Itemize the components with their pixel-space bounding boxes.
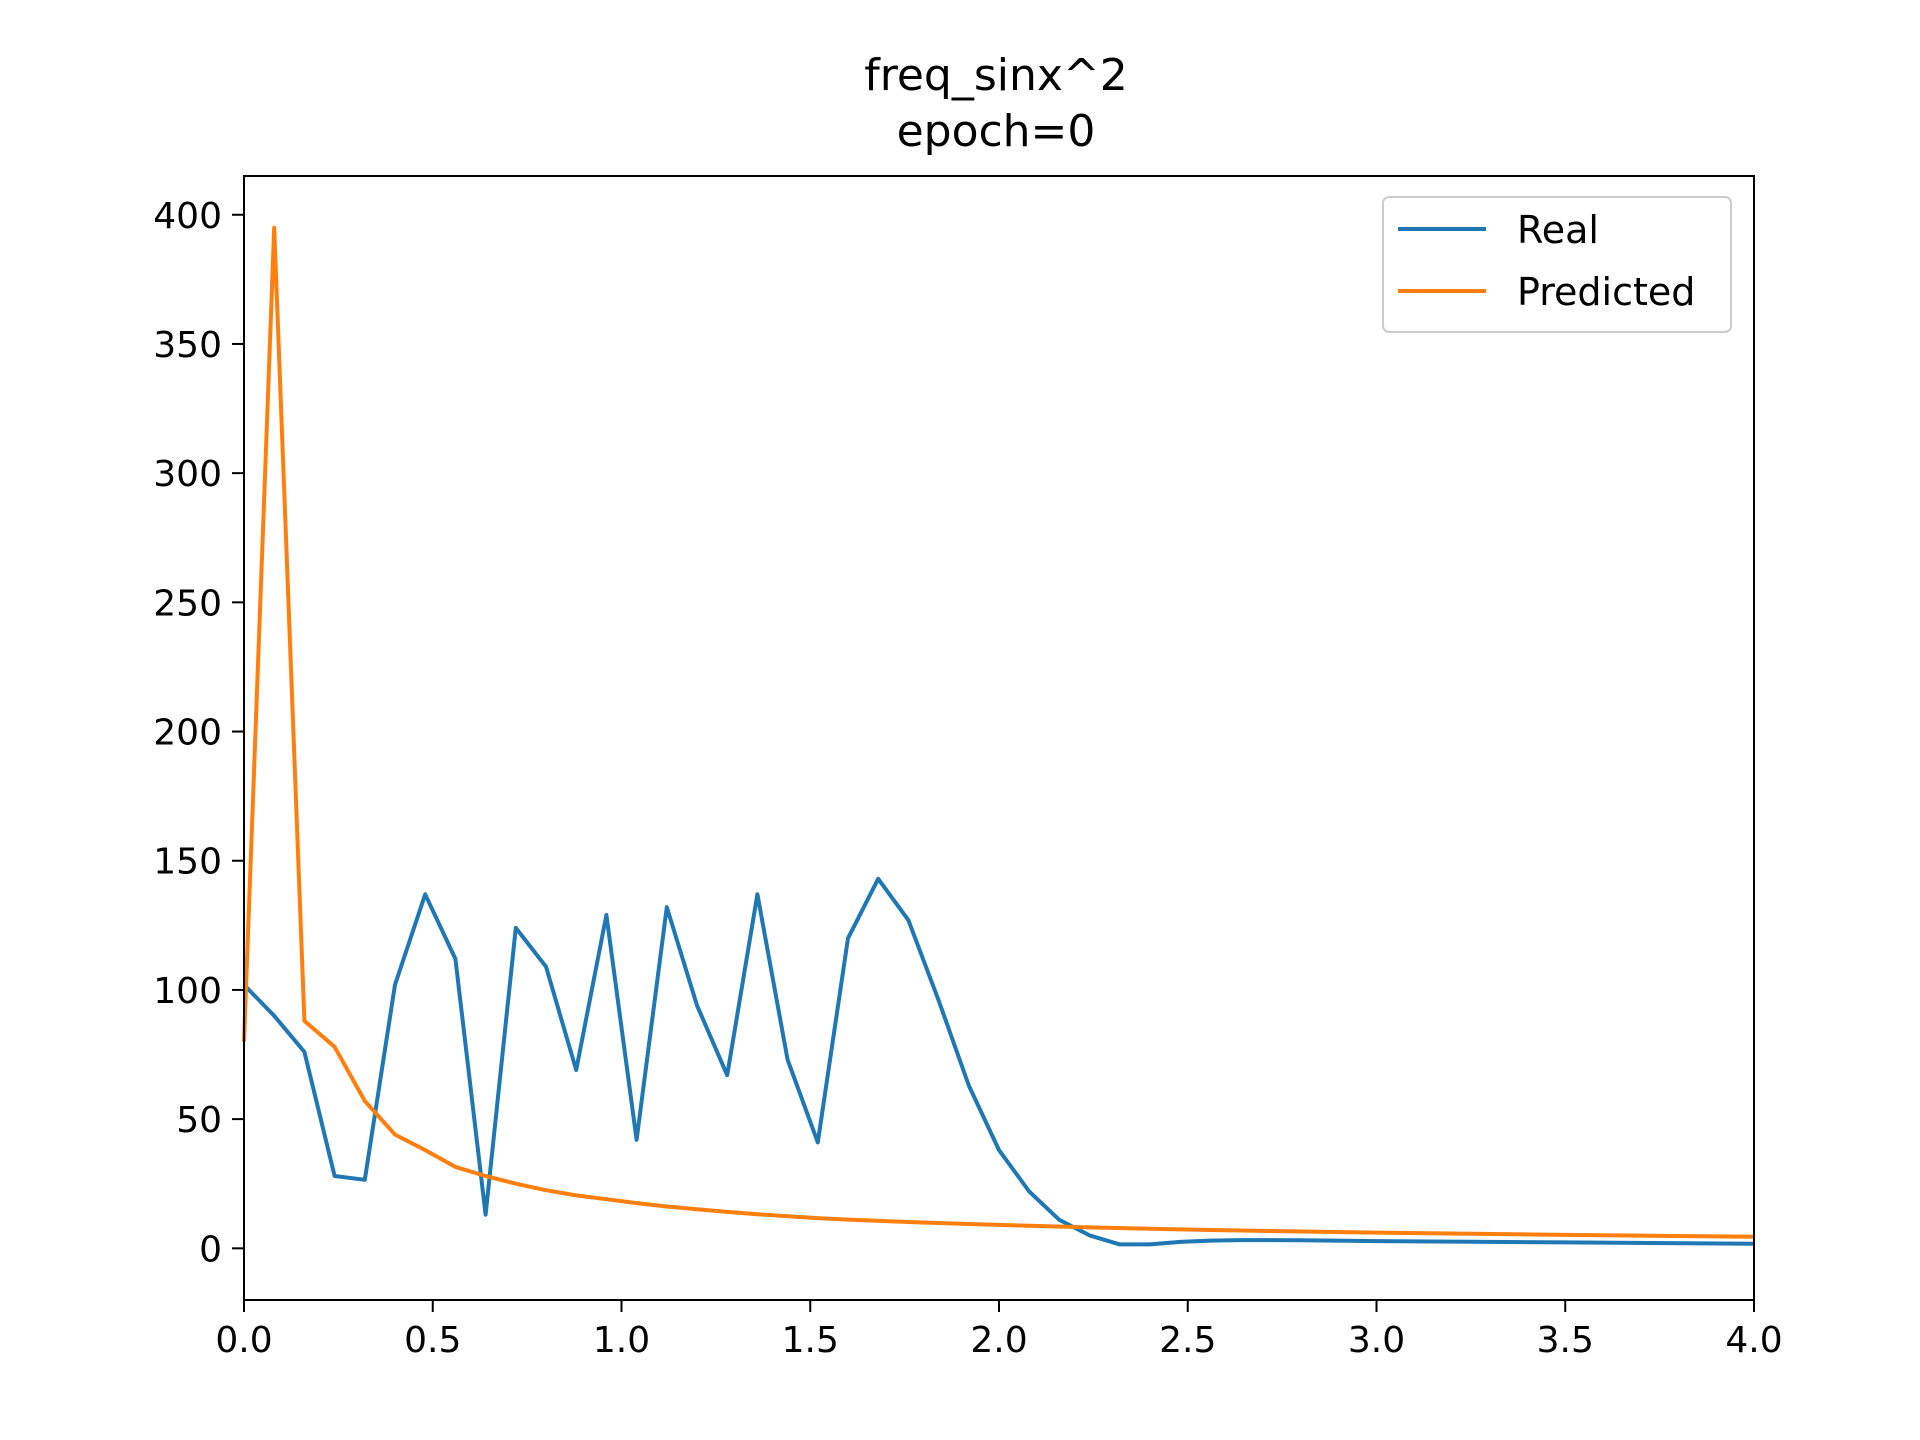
y-tick-label: 0 [199,1229,222,1270]
x-tick-label: 1.0 [593,1320,650,1361]
legend-label-real: Real [1517,208,1599,252]
y-tick-label: 400 [153,196,222,237]
series-line-predicted [242,225,1755,1239]
chart-subtitle: epoch=0 [897,106,1096,157]
y-tick-label: 350 [153,325,222,366]
y-tick-label: 250 [153,583,222,624]
x-tick-label: 2.5 [1159,1320,1216,1361]
x-tick-label: 3.0 [1348,1320,1405,1361]
legend: Real Predicted [1382,196,1732,333]
y-tick-label: 150 [153,842,222,883]
legend-label-predicted: Predicted [1517,270,1695,314]
y-axis: 0 50 100 150 200 250 300 350 400 [153,196,244,1270]
x-tick-label: 4.0 [1725,1320,1782,1361]
y-tick-label: 300 [153,454,222,495]
x-tick-label: 3.5 [1537,1320,1594,1361]
series-line-real [242,876,1755,1247]
chart-title: freq_sinx^2 [864,50,1128,101]
plot-background [244,176,1754,1300]
y-tick-label: 200 [153,713,222,754]
plot-area [244,176,1754,1300]
y-tick-label: 100 [153,971,222,1012]
y-tick-label: 50 [176,1100,222,1141]
x-axis: 0.0 0.5 1.0 1.5 2.0 2.5 3.0 3.5 4.0 [215,1300,1783,1361]
x-tick-label: 2.0 [970,1320,1027,1361]
x-tick-label: 1.5 [782,1320,839,1361]
series-layer [242,225,1755,1247]
x-tick-label: 0.0 [215,1320,272,1361]
x-tick-label: 0.5 [404,1320,461,1361]
